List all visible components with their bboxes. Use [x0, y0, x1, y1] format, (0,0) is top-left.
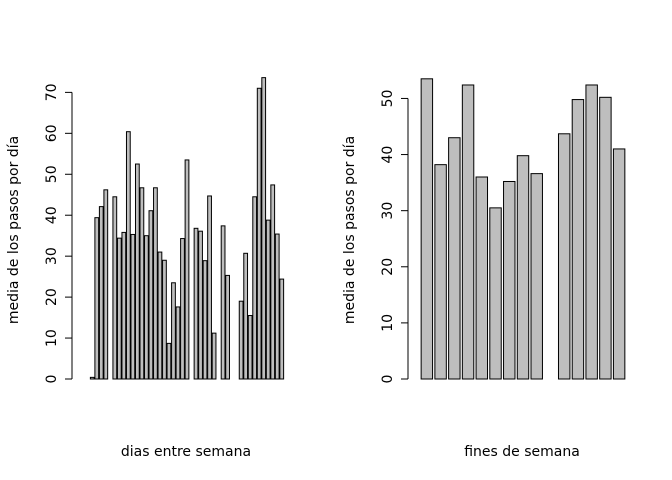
weekday-bar-19 — [171, 282, 176, 380]
weekday-y-tick-label: 40 — [44, 206, 60, 224]
weekday-y-tick-label: 70 — [44, 83, 60, 101]
weekday-bar-8 — [121, 231, 127, 380]
weekend-y-tick-label: 0 — [380, 375, 396, 384]
weekend-bar-7 — [503, 180, 516, 380]
weekday-bar-9 — [125, 131, 131, 380]
weekday-bar-37 — [252, 196, 258, 380]
weekday-y-axis-title: media de los pasos por día — [6, 136, 22, 324]
weekday-y-tick-label: 0 — [44, 375, 60, 384]
weekday-bar-36 — [247, 315, 253, 380]
weekday-bar-2 — [94, 217, 100, 380]
weekday-y-tick-label: 10 — [44, 329, 60, 347]
weekday-bar-11 — [134, 163, 140, 380]
weekday-bar-24 — [193, 227, 199, 380]
weekday-bar-13 — [144, 235, 149, 380]
weekend-x-axis-title: fines de semana — [464, 444, 580, 460]
weekend-bar-8 — [516, 155, 530, 380]
weekday-y-tick-label: 30 — [44, 247, 60, 265]
weekday-bar-10 — [130, 233, 136, 380]
weekend-bar-6 — [489, 207, 502, 380]
weekday-bar-41 — [270, 184, 276, 380]
weekday-bar-39 — [261, 77, 267, 380]
weekday-bar-30 — [220, 225, 226, 380]
weekend-bar-15 — [612, 148, 626, 380]
weekday-bar-18 — [166, 342, 172, 380]
weekday-bar-34 — [238, 300, 244, 380]
weekday-bars — [89, 77, 285, 380]
weekday-bar-43 — [279, 278, 285, 380]
weekday-bar-35 — [243, 252, 249, 380]
weekday-y-axis: 0 10 20 30 40 50 60 70 — [44, 83, 73, 384]
weekday-x-axis-title: dias entre semana — [121, 444, 251, 460]
weekend-bar-9 — [530, 173, 543, 380]
weekday-bar-12 — [139, 187, 145, 380]
weekday-bar-31 — [225, 274, 230, 380]
weekend-bar-1 — [420, 78, 434, 380]
weekend-bar-2 — [434, 164, 447, 380]
weekend-y-tick-label: 30 — [380, 202, 396, 220]
weekend-y-tick-label: 40 — [380, 146, 396, 164]
weekend-bar-3 — [448, 137, 461, 380]
weekend-bar-13 — [585, 84, 598, 380]
weekend-bar-11 — [557, 133, 571, 380]
weekday-bar-38 — [256, 87, 262, 380]
weekend-bar-panel: 0 10 20 30 40 50 media de los pasos por día f… — [342, 78, 626, 460]
weekday-bar-14 — [148, 210, 154, 380]
weekend-y-tick-label: 50 — [380, 90, 396, 108]
weekday-y-tick-label: 60 — [44, 124, 60, 142]
weekday-bar-15 — [153, 187, 158, 380]
weekday-bar-25 — [198, 230, 203, 380]
weekday-y-tick-label: 50 — [44, 165, 60, 183]
weekday-bar-7 — [116, 237, 122, 380]
weekday-bar-27 — [207, 195, 212, 380]
weekday-bar-16 — [157, 251, 163, 380]
weekday-bar-panel: 0 10 20 30 40 50 60 70 media de los pasos por d… — [6, 77, 285, 460]
weekend-y-axis: 0 10 20 30 40 50 — [380, 90, 409, 384]
weekday-bar-4 — [103, 189, 109, 380]
weekend-y-axis-title: media de los pasos por día — [342, 136, 358, 324]
weekday-bar-21 — [180, 238, 185, 380]
weekday-bar-3 — [98, 206, 104, 380]
weekday-bar-20 — [175, 306, 181, 380]
weekday-bar-28 — [211, 332, 217, 380]
weekend-y-tick-label: 20 — [380, 258, 396, 276]
weekday-bar-22 — [184, 159, 190, 380]
weekday-bar-17 — [162, 259, 167, 380]
weekend-bar-4 — [461, 84, 475, 380]
weekend-bars — [420, 78, 626, 380]
weekend-bar-12 — [571, 99, 585, 380]
weekday-bar-1 — [89, 376, 95, 380]
weekend-bar-14 — [599, 96, 612, 380]
weekday-bar-42 — [274, 233, 280, 380]
weekday-y-tick-label: 20 — [44, 288, 60, 306]
weekend-y-tick-label: 10 — [380, 314, 396, 332]
weekday-bar-6 — [112, 196, 118, 380]
weekend-bar-5 — [475, 176, 489, 380]
weekday-bar-26 — [202, 260, 208, 380]
weekday-bar-40 — [265, 219, 271, 380]
